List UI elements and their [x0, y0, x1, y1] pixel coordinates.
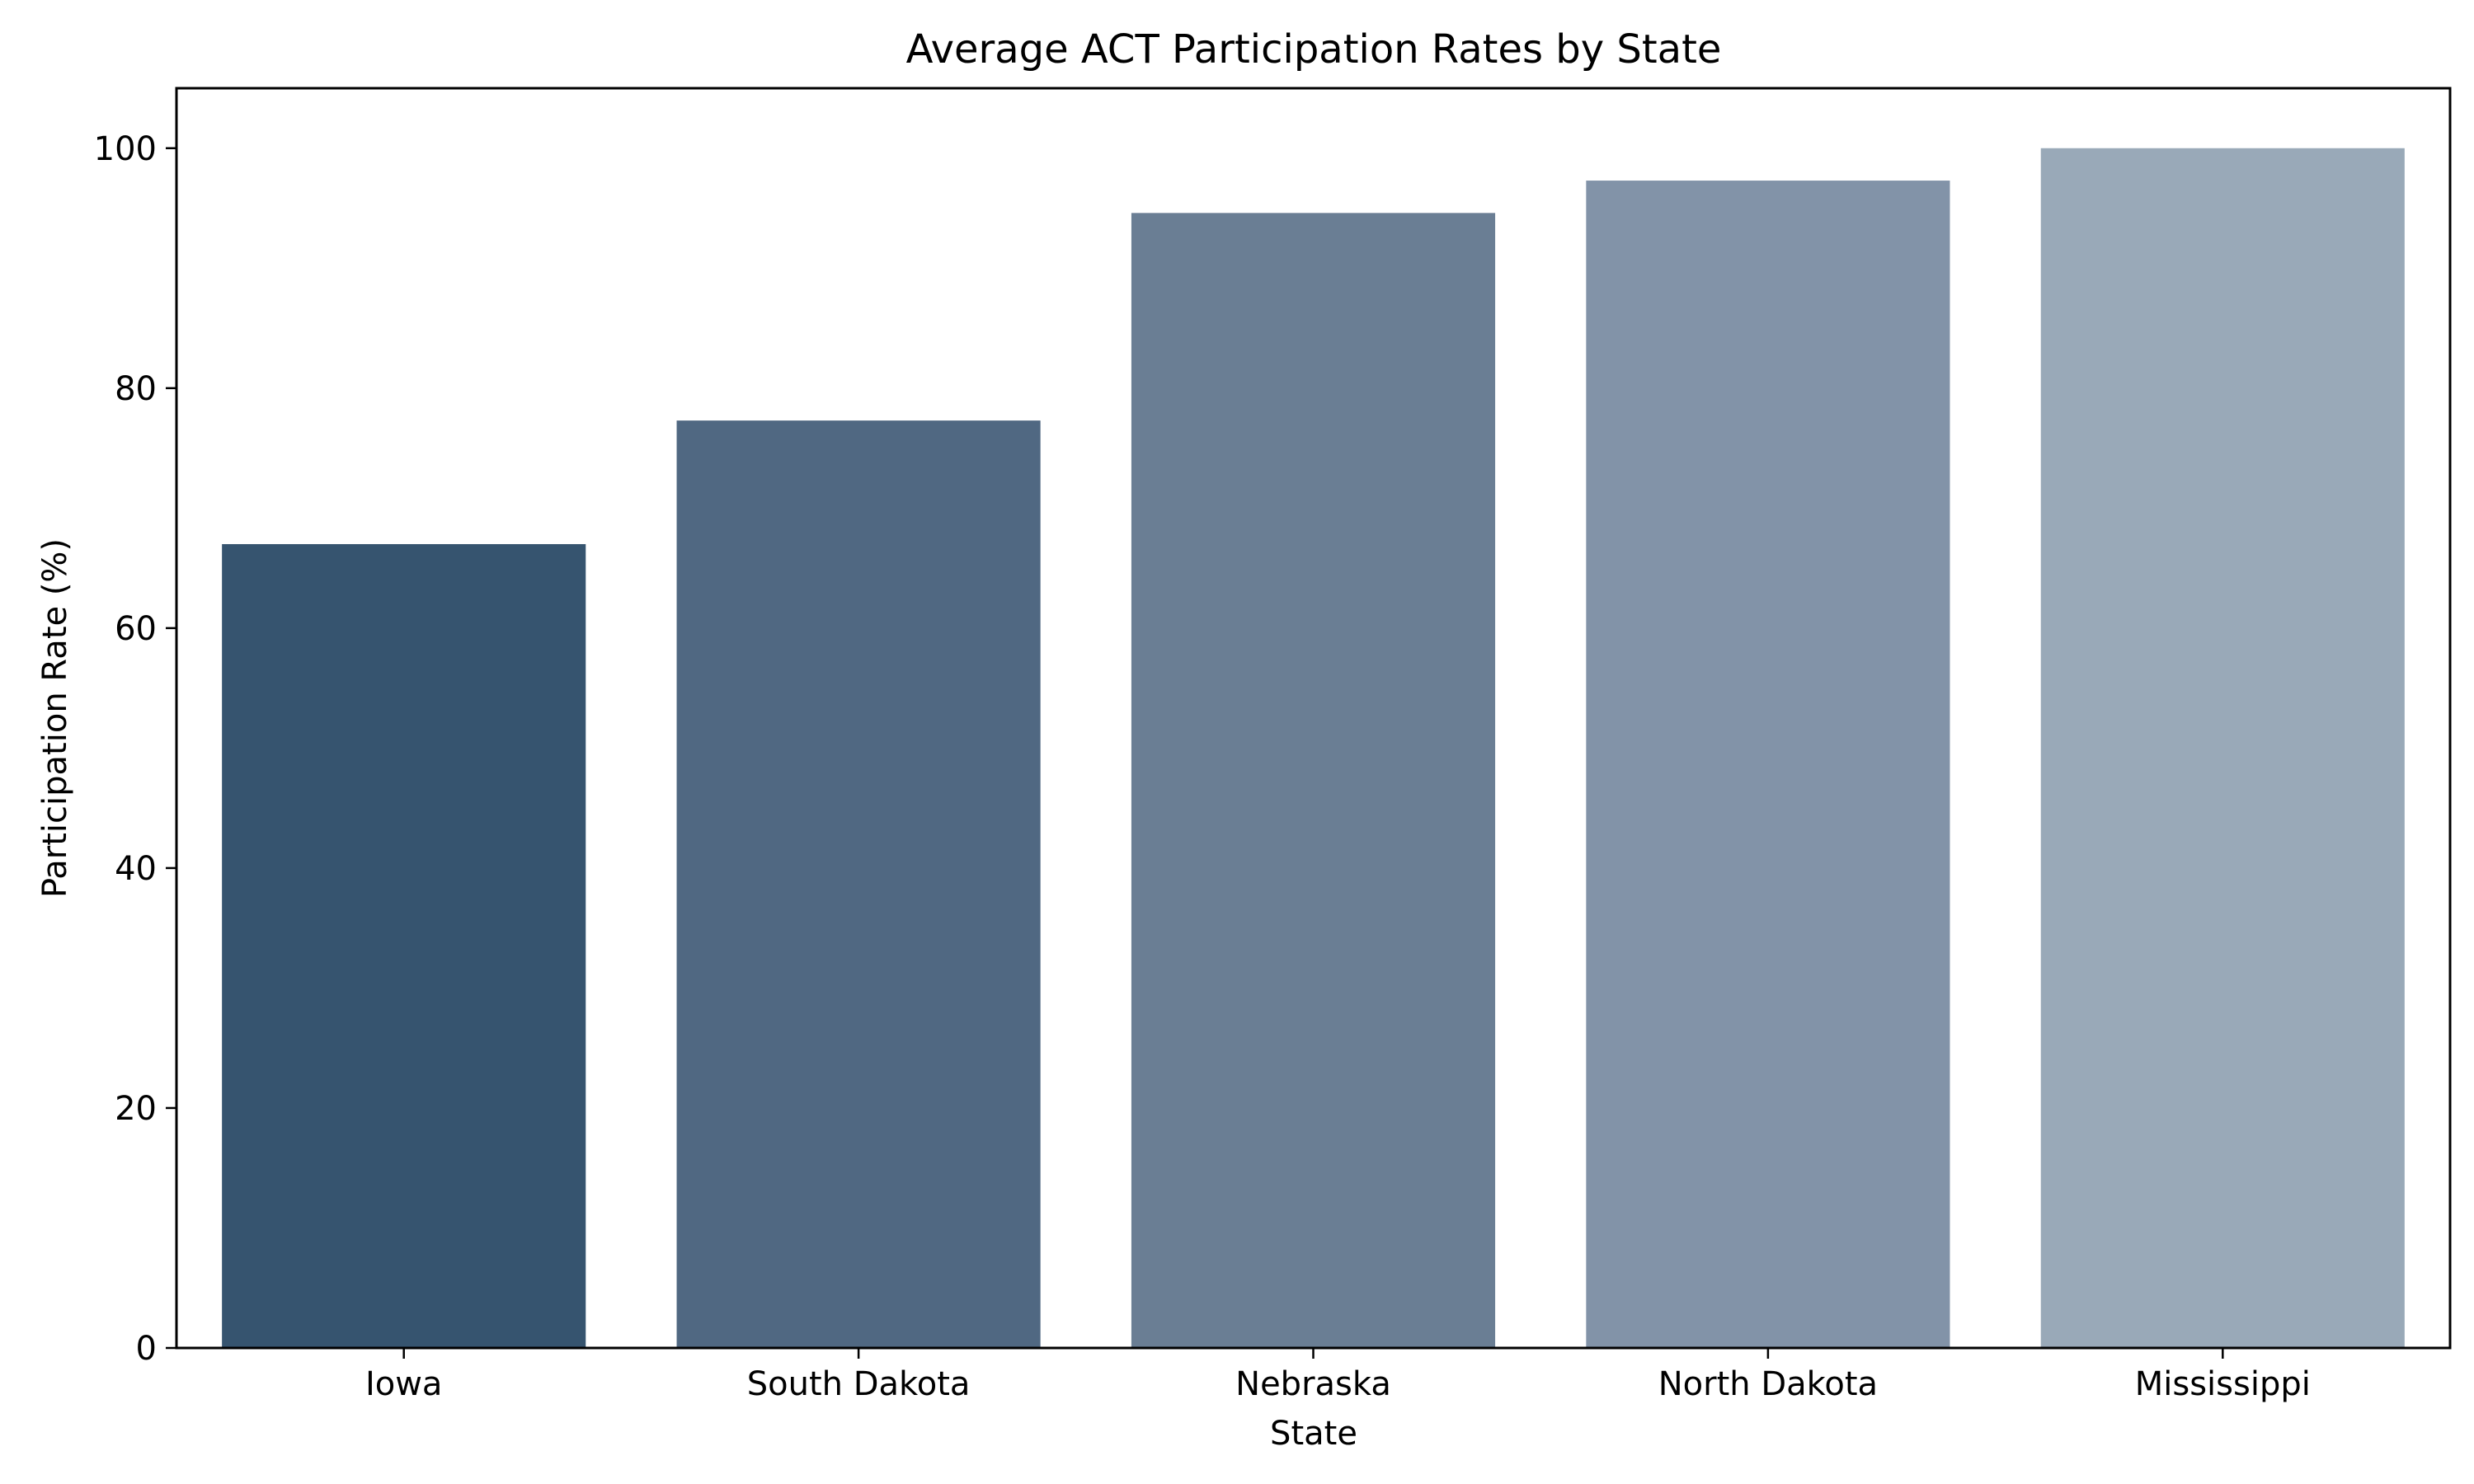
- y-axis: 0 20 40 60 80 100: [94, 130, 176, 1368]
- y-tick-label: 40: [115, 850, 157, 888]
- y-tick-label: 80: [115, 370, 157, 408]
- bar: [1586, 181, 1950, 1348]
- bar: [1131, 213, 1496, 1349]
- x-tick-label: South Dakota: [747, 1365, 971, 1403]
- x-tick-label: Nebraska: [1235, 1365, 1391, 1403]
- bar: [2040, 148, 2405, 1348]
- y-tick-label: 20: [115, 1090, 157, 1128]
- y-tick-label: 0: [136, 1330, 157, 1368]
- x-tick-label: North Dakota: [1658, 1365, 1878, 1403]
- x-tick-label: Iowa: [365, 1365, 443, 1403]
- bar: [676, 420, 1041, 1348]
- y-axis-label: Participation Rate (%): [36, 538, 74, 898]
- chart-title: Average ACT Participation Rates by State: [906, 26, 1722, 73]
- y-tick-label: 60: [115, 610, 157, 648]
- bars-group: [222, 148, 2405, 1349]
- y-tick-label: 100: [94, 130, 157, 168]
- bar: [222, 543, 586, 1348]
- x-axis-label: State: [1270, 1415, 1357, 1453]
- x-axis: Iowa South Dakota Nebraska North Dakota Miss…: [365, 1348, 2311, 1403]
- x-tick-label: Mississippi: [2135, 1365, 2311, 1403]
- plot-frame: [175, 87, 2452, 1350]
